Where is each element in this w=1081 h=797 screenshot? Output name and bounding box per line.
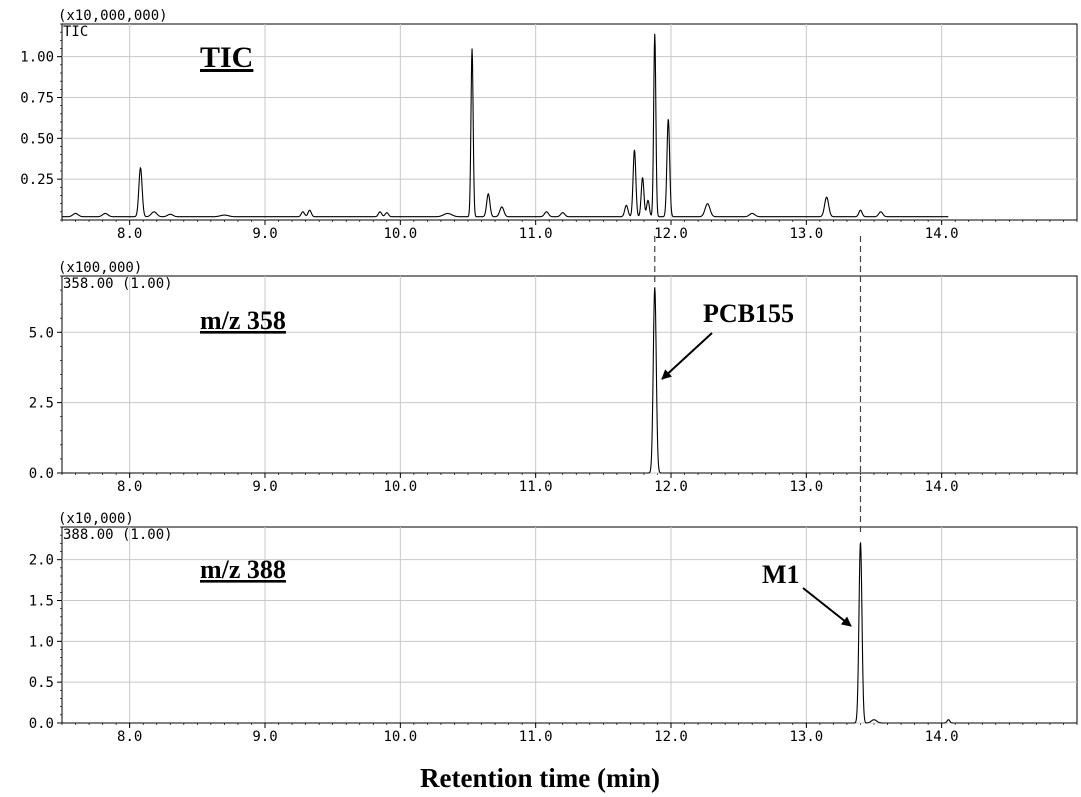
x-tick-label: 13.0 (789, 729, 823, 745)
peak-annotation-label: M1 (762, 560, 800, 589)
peak-annotation-arrow (661, 332, 713, 380)
peak-annotation-label: PCB155 (703, 299, 794, 328)
trace-label: 388.00 (1.00) (63, 527, 173, 543)
y-tick-label: 1.5 (29, 594, 54, 610)
y-scale-label: (x10,000,000) (58, 8, 168, 24)
chromatogram-trace (62, 33, 949, 218)
y-tick-label: 5.0 (29, 325, 54, 341)
y-tick-label: 2.0 (29, 553, 54, 569)
peak-annotation-arrow (802, 587, 852, 627)
x-tick-label: 12.0 (654, 226, 688, 242)
y-tick-label: 1.0 (29, 634, 54, 650)
panel-tic: 8.0 9.0 10.0 11.0 12.0 13.0 14.0 0.25 0.50 0.75 1.… (20, 8, 1078, 242)
chromatogram-trace (62, 287, 1077, 474)
panel-title: m/z 388 (200, 555, 286, 584)
trace-label: 358.00 (1.00) (63, 276, 173, 292)
x-tick-label: 8.0 (117, 226, 142, 242)
x-tick-label: 9.0 (252, 226, 277, 242)
x-tick-label: 8.0 (117, 479, 142, 495)
x-tick-label: 14.0 (925, 226, 959, 242)
y-tick-label: 2.5 (29, 396, 54, 412)
y-tick-label: 0.50 (20, 131, 54, 147)
x-tick-label: 9.0 (252, 729, 277, 745)
x-tick-label: 10.0 (383, 479, 417, 495)
panel-title: m/z 358 (200, 306, 286, 335)
y-tick-label: 0.75 (20, 91, 54, 107)
x-tick-label: 9.0 (252, 479, 277, 495)
trace-label: TIC (63, 24, 88, 40)
x-tick-label: 10.0 (383, 729, 417, 745)
chromatogram-trace (62, 542, 1077, 724)
x-tick-label: 10.0 (383, 226, 417, 242)
panel-mz358: 8.0 9.0 10.0 11.0 12.0 13.0 14.0 0.0 2.5 5.0 (x100… (29, 260, 1078, 495)
x-tick-label: 8.0 (117, 729, 142, 745)
y-tick-label: 0.25 (20, 172, 54, 188)
y-tick-label: 0.0 (29, 716, 54, 732)
panel-title: TIC (200, 41, 253, 74)
y-scale-label: (x100,000) (58, 260, 142, 276)
x-tick-label: 11.0 (519, 226, 553, 242)
x-tick-label: 12.0 (654, 729, 688, 745)
x-tick-label: 13.0 (789, 226, 823, 242)
y-scale-label: (x10,000) (58, 511, 134, 527)
x-tick-label: 11.0 (519, 729, 553, 745)
x-tick-label: 14.0 (925, 479, 959, 495)
y-tick-label: 0.5 (29, 675, 54, 691)
x-tick-label: 13.0 (789, 479, 823, 495)
x-tick-label: 14.0 (925, 729, 959, 745)
x-tick-label: 12.0 (654, 479, 688, 495)
x-tick-label: 11.0 (519, 479, 553, 495)
panel-mz388: 8.0 9.0 10.0 11.0 12.0 13.0 14.0 0.0 0.5 1.0 1.5 2.… (29, 511, 1078, 745)
y-tick-label: 0.0 (29, 466, 54, 482)
x-axis-label: Retention time (min) (420, 763, 660, 793)
y-tick-label: 1.00 (20, 50, 54, 66)
